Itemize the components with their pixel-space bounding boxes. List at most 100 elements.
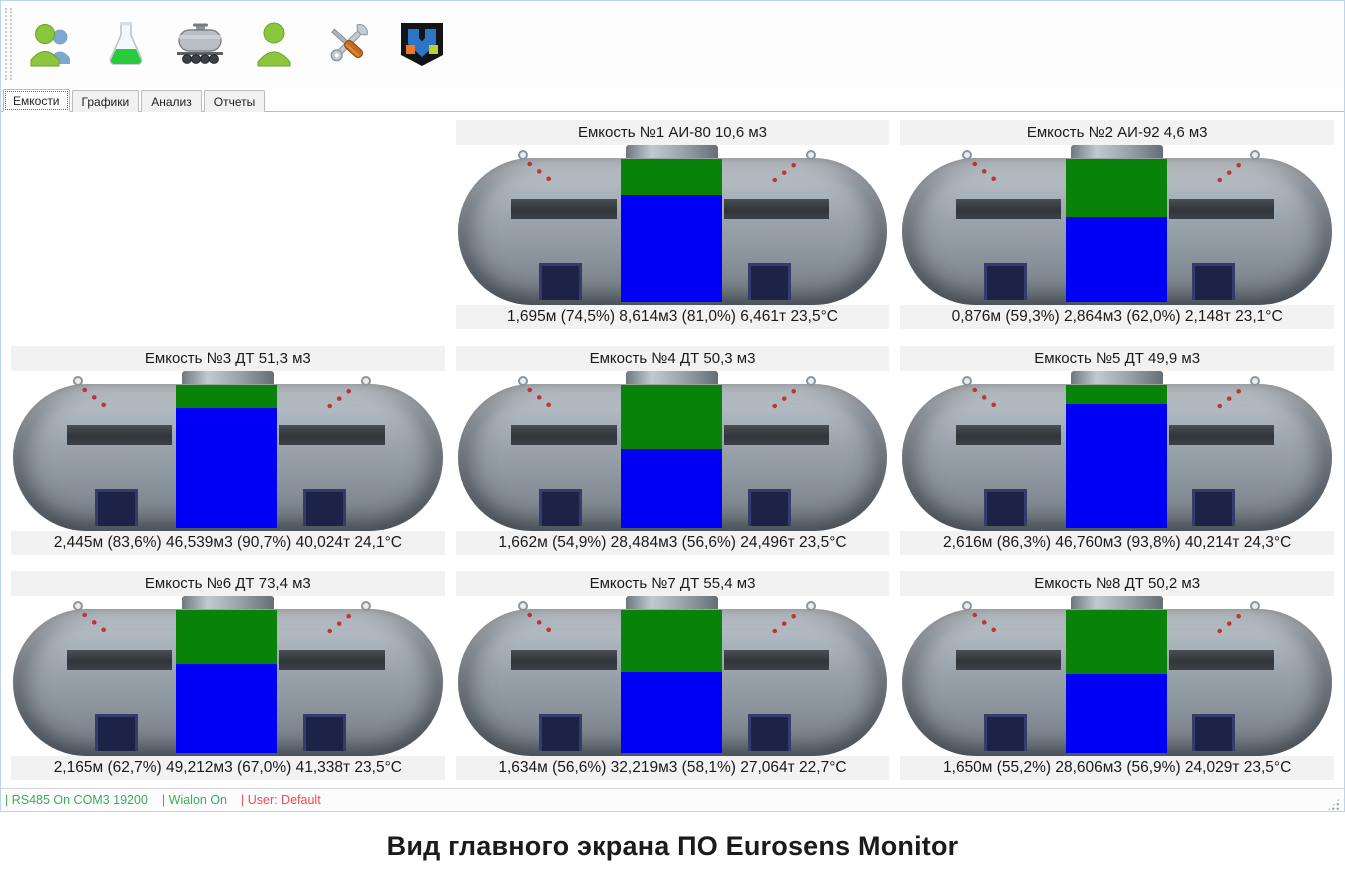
tank-liquid-fill xyxy=(1065,404,1167,528)
tank-info: 2,616м (86,3%) 46,760м3 (93,8%) 40,214т … xyxy=(900,530,1334,555)
page-caption: Вид главного экрана ПО Eurosens Monitor xyxy=(386,831,959,861)
tab-otchety[interactable]: Отчеты xyxy=(203,90,266,112)
tank-info: 1,634м (56,6%) 32,219м3 (58,1%) 27,064т … xyxy=(455,756,890,781)
tank-title: Емкость №2 АИ-92 4,6 м3 xyxy=(900,120,1334,145)
tank-title: Емкость №8 ДТ 50,2 м3 xyxy=(900,571,1334,597)
tank-panel[interactable]: Емкость №3 ДТ 51,3 м3 2,445м (83,6%) 46,… xyxy=(11,345,445,559)
tank-manhole-right xyxy=(747,263,791,300)
tank-lifting-lug-right xyxy=(361,601,372,612)
user-icon[interactable] xyxy=(246,16,302,72)
tank-panel[interactable]: Емкость №2 АИ-92 4,6 м3 0,876м (59,3%) 2… xyxy=(900,120,1334,333)
tank-manhole-left xyxy=(94,488,138,526)
tank-panel[interactable]: Емкость №5 ДТ 49,9 м3 2,616м (86,3%) 46,… xyxy=(900,345,1334,559)
tank-panel[interactable]: Емкость №8 ДТ 50,2 м3 1,650м (55,2%) 28,… xyxy=(900,571,1334,784)
tank-stripe-left xyxy=(66,424,172,445)
tank-manhole-left xyxy=(539,488,583,526)
tank-grid: Емкость №1 АИ-80 10,6 м3 1,695м (74,5%) … xyxy=(1,112,1344,788)
tank-manhole-right xyxy=(1192,714,1236,752)
tank-liquid-fill xyxy=(176,663,278,754)
tank-liquid-fill xyxy=(620,195,722,302)
tank-manhole-right xyxy=(303,488,346,526)
resize-grip-icon[interactable] xyxy=(1327,798,1340,811)
tab-emkosti[interactable]: Емкости xyxy=(3,89,70,112)
tank-liquid-fill xyxy=(620,672,722,754)
mechatronics-logo-icon[interactable] xyxy=(394,16,450,72)
tank-lifting-lug-right xyxy=(1250,375,1261,386)
tank-stripe-left xyxy=(511,199,617,219)
tank-free-space-fill xyxy=(176,384,278,528)
tank-free-space-fill xyxy=(620,384,722,528)
tank-manhole-right xyxy=(747,714,791,752)
tank-lifting-lug-right xyxy=(805,601,816,612)
tank-free-space-fill xyxy=(620,159,722,302)
tank-lifting-lug-right xyxy=(1250,150,1261,160)
tabstrip: Емкости Графики Анализ Отчеты xyxy=(1,87,1344,112)
tank-free-space-fill xyxy=(1065,384,1167,528)
tank-image xyxy=(457,145,888,305)
app-window: Емкости Графики Анализ Отчеты Емкость №1… xyxy=(0,0,1345,812)
tank-stripe-left xyxy=(956,424,1062,445)
tank-stripe-right xyxy=(724,199,830,219)
status-rs485: | RS485 On COM3 19200 xyxy=(5,793,148,807)
tank-manhole-left xyxy=(983,488,1027,526)
tank-stripe-right xyxy=(279,650,385,671)
tank-liquid-fill xyxy=(1065,217,1167,302)
tank-image xyxy=(902,145,1332,305)
tank-stripe-right xyxy=(279,424,385,445)
tank-lifting-lug-left xyxy=(962,601,973,612)
tank-stripe-left xyxy=(956,650,1062,671)
tank-lifting-lug-left xyxy=(73,375,84,386)
tank-manhole-left xyxy=(983,263,1027,300)
tank-lifting-lug-left xyxy=(517,601,528,612)
tank-lifting-lug-left xyxy=(962,375,973,386)
tank-manhole-left xyxy=(94,714,138,752)
tank-panel[interactable]: Емкость №7 ДТ 55,4 м3 1,634м (56,6%) 32,… xyxy=(455,571,890,784)
toolbar xyxy=(1,1,1344,87)
tools-icon[interactable] xyxy=(320,16,376,72)
tank-image xyxy=(902,370,1332,531)
tank-image xyxy=(13,596,443,757)
tank-lifting-lug-right xyxy=(1250,601,1261,612)
tank-info: 0,876м (59,3%) 2,864м3 (62,0%) 2,148т 23… xyxy=(900,305,1334,329)
tank-lifting-lug-left xyxy=(517,375,528,386)
tank-info: 2,445м (83,6%) 46,539м3 (90,7%) 40,024т … xyxy=(11,530,445,555)
tab-analiz[interactable]: Анализ xyxy=(141,90,202,112)
tank-image xyxy=(13,370,443,531)
tank-lifting-lug-left xyxy=(517,150,528,160)
tank-title: Емкость №1 АИ-80 10,6 м3 xyxy=(455,120,890,145)
tank-info: 1,650м (55,2%) 28,606м3 (56,9%) 24,029т … xyxy=(900,756,1334,781)
tank-panel[interactable]: Емкость №4 ДТ 50,3 м3 1,662м (54,9%) 28,… xyxy=(455,345,890,559)
tank-lifting-lug-right xyxy=(805,150,816,160)
tank-image xyxy=(457,370,888,531)
tank-manhole-right xyxy=(1192,263,1236,300)
tank-stripe-right xyxy=(724,424,830,445)
tab-grafiki[interactable]: Графики xyxy=(71,90,140,112)
tank-manhole-left xyxy=(539,714,583,752)
users-icon[interactable] xyxy=(24,16,80,72)
tank-title: Емкость №7 ДТ 55,4 м3 xyxy=(455,571,890,597)
tank-panel[interactable]: Емкость №6 ДТ 73,4 м3 2,165м (62,7%) 49,… xyxy=(11,571,445,784)
status-wialon: | Wialon On xyxy=(161,793,227,807)
tank-title: Емкость №4 ДТ 50,3 м3 xyxy=(455,345,890,371)
tank-liquid-fill xyxy=(176,408,278,528)
flask-icon[interactable] xyxy=(98,16,154,72)
status-user: | User: Default xyxy=(241,793,321,807)
tank-free-space-fill xyxy=(1065,610,1167,754)
caption-area: Вид главного экрана ПО Eurosens Monitor xyxy=(0,812,1345,881)
tank-panel[interactable]: Емкость №1 АИ-80 10,6 м3 1,695м (74,5%) … xyxy=(455,120,890,333)
tank-liquid-fill xyxy=(620,449,722,528)
tank-stripe-left xyxy=(66,650,172,671)
tank-stripe-right xyxy=(1168,650,1274,671)
tank-manhole-right xyxy=(747,488,791,526)
tank-image xyxy=(457,596,888,757)
tank-manhole-left xyxy=(539,263,583,300)
tank-stripe-right xyxy=(1168,424,1274,445)
tank-wagon-icon[interactable] xyxy=(172,16,228,72)
toolbar-drag-handle[interactable] xyxy=(5,8,12,80)
tank-stripe-right xyxy=(724,650,830,671)
tank-manhole-right xyxy=(303,714,346,752)
tank-title: Емкость №5 ДТ 49,9 м3 xyxy=(900,345,1334,371)
tank-free-space-fill xyxy=(620,610,722,754)
tank-title: Емкость №3 ДТ 51,3 м3 xyxy=(11,345,445,371)
tank-liquid-fill xyxy=(1065,674,1167,754)
